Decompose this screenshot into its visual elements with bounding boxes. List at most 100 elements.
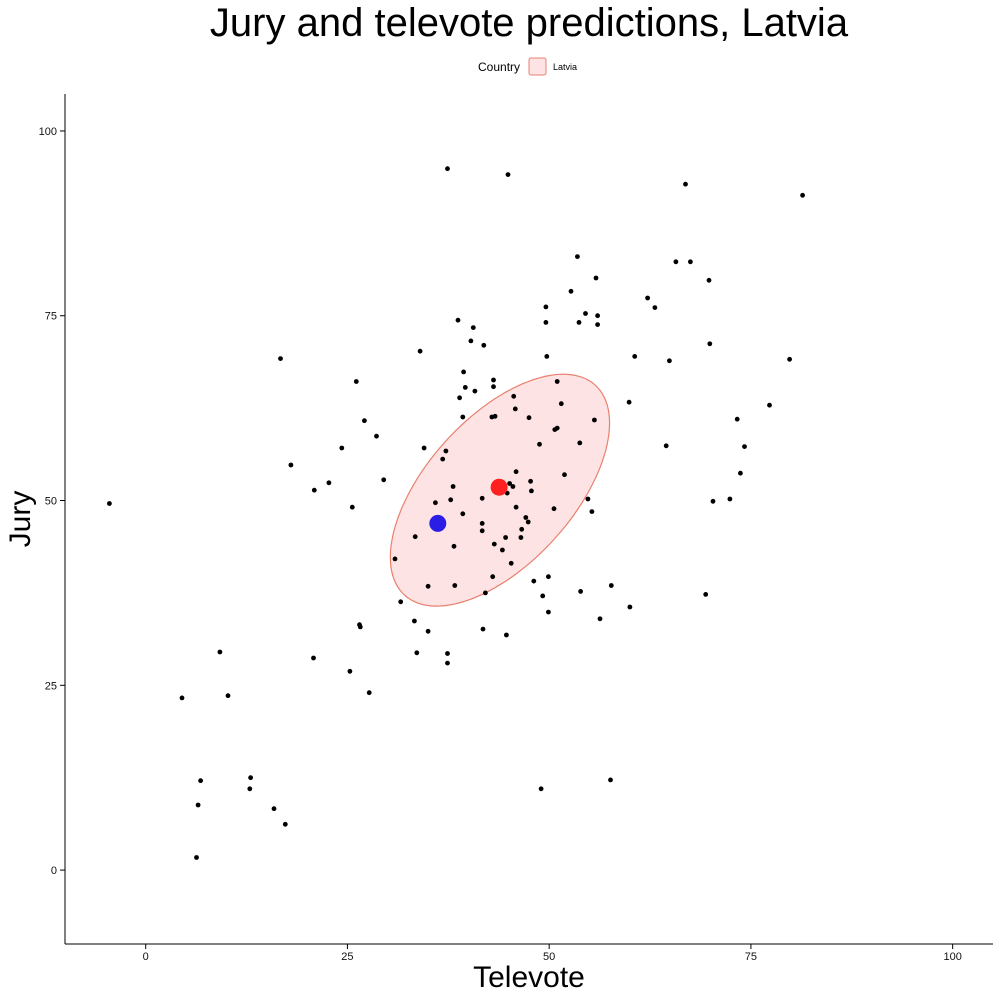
data-point-133	[767, 402, 772, 408]
data-point-114	[608, 583, 614, 588]
data-point-81	[525, 519, 531, 525]
x-tick-label-0: 0	[143, 951, 149, 963]
data-point-115	[626, 399, 632, 405]
data-point-3	[195, 802, 201, 808]
data-point-94	[551, 506, 557, 512]
data-point-122	[673, 259, 679, 265]
highlight-layer	[429, 478, 508, 532]
x-tick-label-50: 50	[543, 951, 555, 963]
data-point-71	[507, 481, 512, 486]
data-point-28	[412, 618, 417, 624]
data-point-73	[510, 484, 516, 489]
data-point-106	[585, 496, 591, 502]
data-point-58	[481, 342, 487, 348]
chart-title: Jury and televote predictions, Latvia	[210, 1, 849, 45]
data-point-65	[492, 413, 498, 419]
data-point-109	[593, 275, 599, 281]
data-point-88	[540, 593, 546, 599]
data-point-33	[425, 583, 431, 589]
data-point-40	[445, 660, 450, 666]
data-point-17	[347, 668, 353, 674]
y-ticks: 0 25 50 75 100	[39, 126, 65, 877]
data-point-135	[800, 192, 805, 198]
data-point-134	[787, 356, 792, 362]
data-point-2	[194, 855, 199, 860]
data-point-107	[589, 509, 595, 514]
data-point-19	[353, 379, 359, 384]
data-point-21	[357, 624, 363, 630]
data-point-37	[443, 448, 449, 454]
data-point-111	[595, 322, 600, 327]
data-point-118	[645, 295, 650, 301]
data-point-97	[554, 425, 560, 431]
data-point-68	[504, 632, 509, 638]
data-point-112	[597, 616, 603, 622]
data-point-41	[448, 497, 454, 503]
legend-label-latvia: Latvia	[553, 62, 577, 72]
x-tick-label-75: 75	[745, 951, 757, 963]
data-point-67	[503, 535, 508, 540]
data-point-117	[632, 354, 638, 359]
data-point-53	[472, 388, 478, 394]
data-point-13	[311, 655, 316, 661]
data-point-90	[543, 320, 549, 325]
data-point-26	[392, 556, 398, 562]
data-point-130	[734, 416, 740, 422]
data-point-70	[505, 172, 511, 178]
data-point-22	[362, 418, 367, 424]
data-point-1	[179, 695, 185, 701]
data-point-0	[107, 501, 112, 506]
data-point-102	[576, 320, 582, 325]
data-point-87	[538, 786, 544, 792]
data-point-43	[451, 543, 457, 549]
data-point-72	[508, 560, 514, 566]
red-marker	[490, 478, 508, 496]
data-point-127	[707, 341, 713, 347]
points-layer	[107, 166, 805, 860]
data-point-24	[374, 433, 379, 439]
data-point-54	[479, 521, 485, 526]
data-point-42	[450, 484, 456, 489]
data-point-35	[433, 500, 438, 506]
data-point-56	[479, 528, 485, 534]
data-point-57	[480, 626, 486, 632]
data-point-48	[460, 414, 466, 420]
y-tick-label-0: 0	[51, 865, 57, 877]
data-point-124	[688, 259, 693, 265]
data-point-45	[455, 317, 461, 323]
data-point-25	[381, 477, 387, 483]
data-point-62	[491, 384, 496, 390]
data-point-66	[500, 547, 505, 553]
data-point-104	[578, 589, 583, 594]
data-point-89	[543, 304, 549, 310]
data-point-4	[198, 778, 204, 784]
y-tick-label-75: 75	[45, 311, 57, 323]
x-ticks: 0 25 50 75 100	[143, 944, 962, 963]
data-point-29	[412, 534, 418, 540]
data-point-6	[225, 693, 231, 699]
y-tick-label-25: 25	[45, 680, 57, 692]
x-axis-title: Televote	[473, 961, 585, 994]
data-point-8	[248, 775, 254, 781]
data-point-15	[326, 480, 332, 486]
data-point-128	[710, 498, 716, 504]
data-point-77	[513, 504, 519, 510]
data-point-86	[537, 441, 542, 447]
data-point-101	[575, 254, 580, 259]
data-point-64	[491, 541, 497, 547]
data-point-80	[523, 515, 529, 520]
data-point-74	[511, 393, 517, 399]
data-point-108	[592, 417, 597, 423]
data-point-38	[445, 166, 450, 172]
data-point-31	[417, 348, 423, 354]
data-point-96	[554, 379, 560, 384]
data-point-47	[460, 511, 466, 517]
x-tick-label-100: 100	[943, 951, 961, 963]
data-point-121	[667, 358, 672, 364]
data-point-49	[461, 369, 466, 375]
data-point-132	[742, 444, 747, 449]
data-point-39	[445, 651, 450, 656]
data-point-36	[440, 456, 446, 462]
data-point-10	[278, 356, 283, 361]
